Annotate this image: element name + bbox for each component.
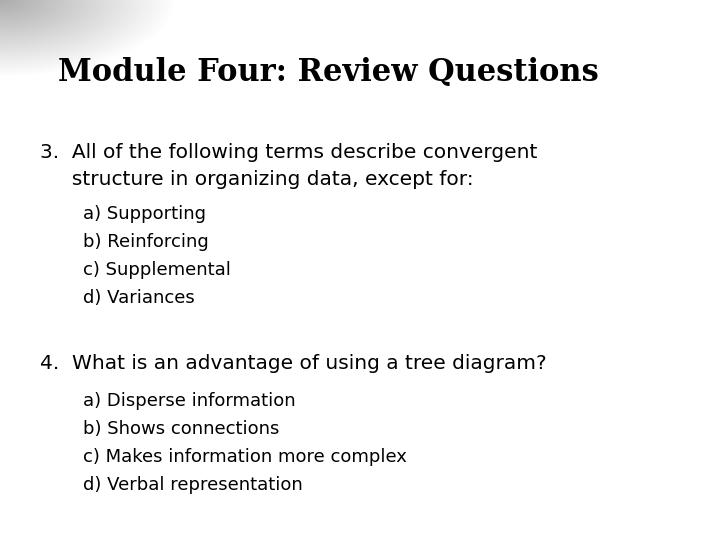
- Text: 3.  All of the following terms describe convergent: 3. All of the following terms describe c…: [40, 143, 537, 162]
- Text: Module Four: Review Questions: Module Four: Review Questions: [58, 57, 598, 87]
- Text: a) Supporting: a) Supporting: [83, 205, 206, 223]
- Text: b) Shows connections: b) Shows connections: [83, 420, 279, 437]
- Text: d) Verbal representation: d) Verbal representation: [83, 476, 302, 494]
- Text: b) Reinforcing: b) Reinforcing: [83, 233, 209, 251]
- Text: structure in organizing data, except for:: structure in organizing data, except for…: [40, 170, 473, 189]
- Text: a) Disperse information: a) Disperse information: [83, 392, 295, 409]
- Text: c) Supplemental: c) Supplemental: [83, 261, 230, 279]
- Text: 4.  What is an advantage of using a tree diagram?: 4. What is an advantage of using a tree …: [40, 354, 546, 373]
- Text: c) Makes information more complex: c) Makes information more complex: [83, 448, 407, 465]
- Text: d) Variances: d) Variances: [83, 289, 194, 307]
